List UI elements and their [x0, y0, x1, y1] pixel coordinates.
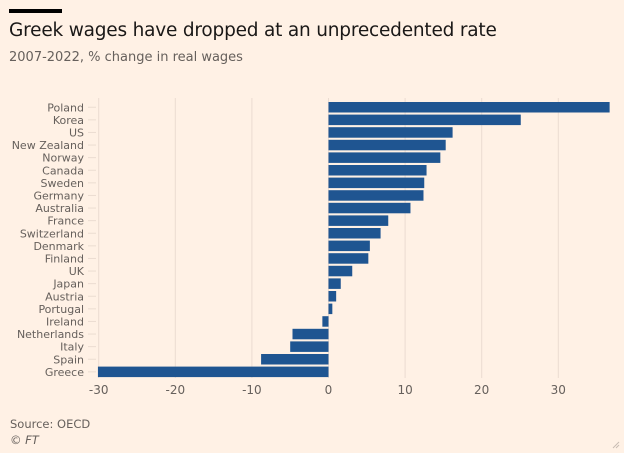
gridlines — [88, 98, 559, 378]
bar-denmark — [328, 240, 370, 252]
chart-subtitle: 2007-2022, % change in real wages — [9, 50, 243, 65]
category-label: Australia — [35, 202, 84, 215]
category-label: Sweden — [41, 177, 84, 190]
x-tick-label: -10 — [242, 383, 262, 397]
category-label: Poland — [47, 101, 84, 114]
bar-finland — [328, 253, 369, 264]
category-label: Greece — [45, 366, 84, 379]
category-label: Norway — [42, 152, 84, 165]
bar-greece — [97, 366, 329, 378]
bar-uk — [328, 265, 353, 277]
bar-sweden — [328, 177, 425, 189]
x-tick-labels: -30 -20 -10 0 10 20 30 — [89, 383, 566, 397]
bar-norway — [328, 152, 441, 163]
x-tick-label: 0 — [325, 383, 333, 397]
category-label: UK — [69, 265, 85, 278]
category-label: Ireland — [46, 315, 84, 328]
bar-italy — [290, 341, 329, 352]
category-label: Netherlands — [17, 328, 84, 341]
category-label: Korea — [53, 114, 84, 127]
category-label: France — [47, 215, 84, 228]
category-label: Finland — [45, 252, 84, 265]
x-tick-label: -30 — [89, 383, 109, 397]
bar-canada — [328, 165, 427, 176]
category-label: Portugal — [38, 303, 84, 316]
category-label: Switzerland — [20, 227, 84, 240]
bar-austria — [328, 291, 337, 302]
chart-title: Greek wages have dropped at an unprecede… — [9, 20, 497, 41]
category-label: Austria — [45, 290, 84, 303]
bar-spain — [261, 354, 329, 365]
bar-korea — [328, 114, 521, 126]
category-label: New Zealand — [12, 139, 84, 152]
ft-top-rule — [9, 9, 62, 13]
bar-switzerland — [328, 228, 381, 239]
x-tick-label: -20 — [165, 383, 185, 397]
bar-france — [328, 215, 389, 226]
bar-new-zealand — [328, 139, 446, 151]
category-label: Denmark — [33, 240, 84, 253]
bar-us — [328, 127, 453, 138]
x-tick-label: 10 — [397, 383, 412, 397]
category-label: Canada — [42, 164, 84, 177]
bar-portugal — [328, 303, 333, 315]
x-tick-label: 20 — [474, 383, 489, 397]
bar-ireland — [322, 316, 329, 327]
resize-grip-icon — [612, 441, 620, 449]
bar-australia — [328, 202, 411, 214]
category-label: US — [69, 126, 84, 139]
copyright-note: © FT — [10, 433, 39, 447]
category-label: Spain — [53, 353, 84, 366]
category-label: Germany — [33, 189, 84, 202]
bars — [97, 102, 610, 378]
bar-japan — [328, 278, 341, 289]
bar-poland — [328, 102, 610, 113]
source-note: Source: OECD — [10, 417, 91, 431]
category-label: Japan — [52, 278, 84, 291]
bar-germany — [328, 190, 424, 201]
category-label: Italy — [60, 341, 84, 354]
x-tick-label: 30 — [551, 383, 566, 397]
bar-netherlands — [292, 328, 329, 340]
